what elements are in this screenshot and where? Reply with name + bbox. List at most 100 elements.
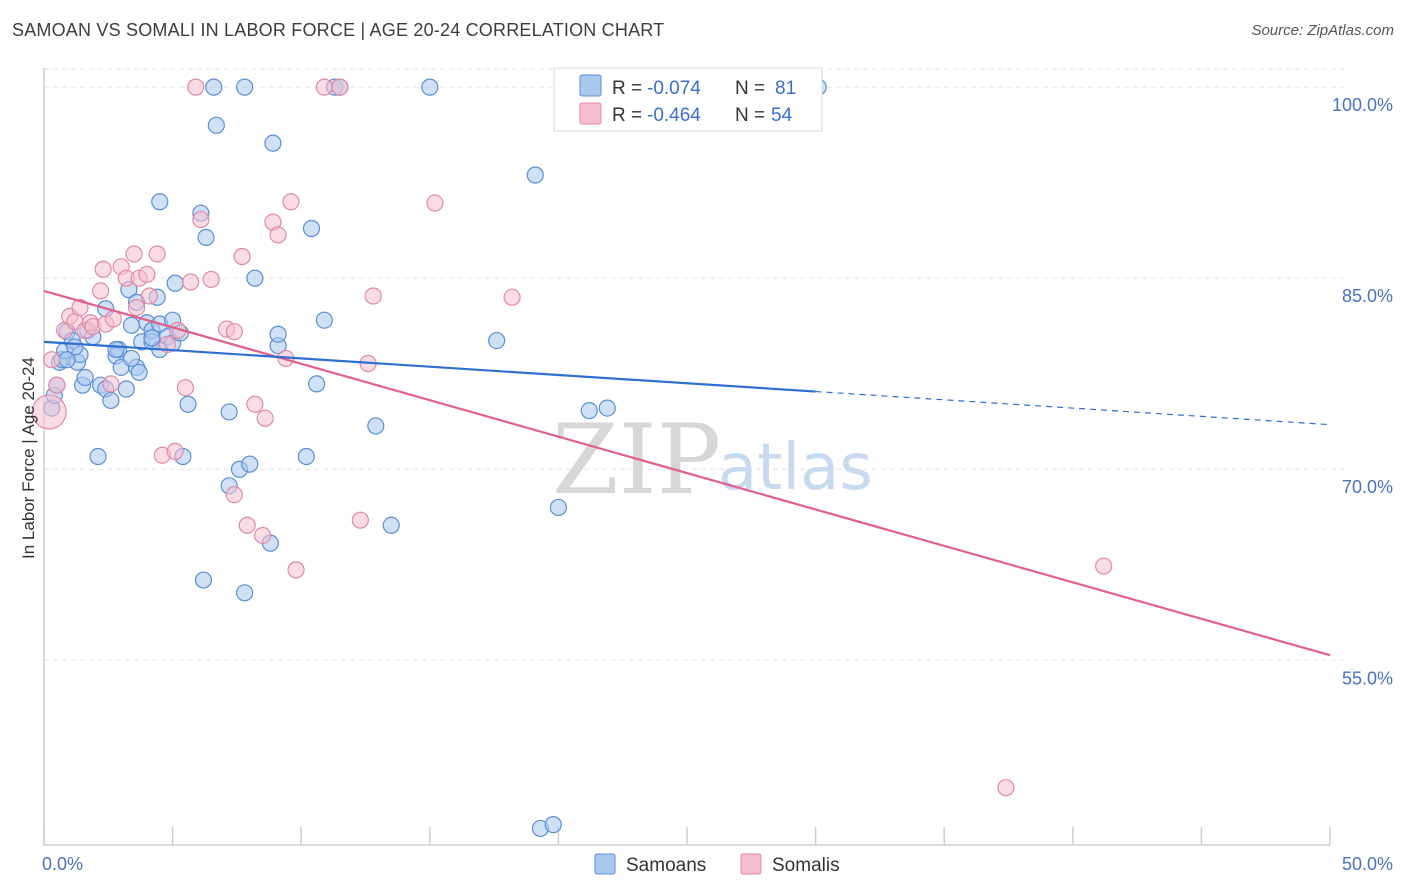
samoans-point bbox=[246, 269, 264, 287]
watermark-atlas: atlas bbox=[718, 431, 873, 505]
somalis-point bbox=[1095, 557, 1113, 575]
grid-lines bbox=[44, 68, 1344, 661]
samoans-point bbox=[76, 368, 94, 387]
legend-r-label-somalis: R = bbox=[612, 105, 647, 126]
legend-n-value-somalis: 54 bbox=[771, 105, 793, 126]
bottom-legend-label-somalis: Somalis bbox=[772, 855, 840, 876]
bottom-legend-swatch-somalis bbox=[740, 853, 762, 875]
somalis-point bbox=[166, 442, 184, 461]
legend-n-label-samoans: N = bbox=[735, 78, 770, 99]
somalis-point bbox=[125, 245, 143, 263]
somalis-point bbox=[138, 265, 156, 283]
bottom-legend-swatch-samoans bbox=[594, 853, 616, 875]
somalis-point bbox=[287, 561, 305, 579]
somalis-point bbox=[256, 409, 274, 427]
samoans-point bbox=[130, 363, 148, 382]
samoans-point bbox=[205, 78, 223, 96]
somalis-point bbox=[104, 310, 123, 328]
legend-r-label-samoans: R = bbox=[612, 78, 647, 99]
y-tick-labels: 55.0% 70.0% 85.0% 100.0% bbox=[1332, 95, 1393, 688]
samoans-point bbox=[308, 375, 326, 393]
somalis-point bbox=[225, 323, 243, 341]
legend-n-value-samoans: 81 bbox=[775, 78, 796, 99]
somalis-point bbox=[94, 260, 112, 278]
somalis-point bbox=[238, 516, 256, 534]
samoans-point bbox=[488, 331, 506, 350]
samoans-point bbox=[421, 78, 439, 96]
samoans-point bbox=[122, 349, 141, 368]
somalis-point bbox=[158, 335, 177, 354]
samoans-point bbox=[302, 219, 321, 238]
somalis-point bbox=[148, 245, 166, 263]
somalis-point bbox=[182, 273, 200, 291]
samoans-point bbox=[151, 193, 169, 211]
somalis-point bbox=[71, 298, 89, 317]
samoans-point bbox=[58, 351, 76, 369]
somalis-point bbox=[225, 486, 243, 504]
chart-source: Source: ZipAtlas.com bbox=[1251, 22, 1394, 39]
samoans-point bbox=[382, 516, 400, 534]
x-tick-label-max: 50.0% bbox=[1342, 854, 1393, 874]
somalis-point bbox=[269, 226, 287, 244]
samoans-point bbox=[315, 311, 333, 329]
watermark-zip: ZIP bbox=[552, 404, 721, 516]
somalis-trend-line bbox=[43, 289, 1331, 657]
samoans-point bbox=[166, 274, 184, 292]
y-tick-label: 55.0% bbox=[1342, 668, 1393, 688]
somalis-point bbox=[43, 351, 61, 369]
samoans-point bbox=[220, 403, 238, 421]
samoans-point bbox=[143, 329, 161, 347]
somalis-point bbox=[997, 779, 1015, 797]
watermark: ZIP atlas bbox=[552, 404, 873, 516]
somalis-point bbox=[351, 511, 369, 529]
legend-r-value-samoans: -0.074 bbox=[647, 78, 701, 99]
chart-title: SAMOAN VS SOMALI IN LABOR FORCE | AGE 20… bbox=[12, 20, 665, 40]
samoans-point bbox=[544, 816, 562, 834]
samoans-point bbox=[236, 584, 254, 602]
samoans-point bbox=[598, 399, 616, 417]
somalis-point bbox=[246, 395, 264, 413]
samoans-point bbox=[269, 325, 287, 343]
legend: R = -0.074 N = 81 R = -0.464 N = 54 bbox=[553, 67, 823, 132]
somalis-point bbox=[48, 376, 66, 394]
samoans-point bbox=[117, 380, 135, 398]
legend-swatch-somalis bbox=[579, 102, 602, 125]
somalis-point bbox=[127, 298, 146, 317]
samoans-point bbox=[102, 391, 120, 410]
samoans-point bbox=[241, 455, 259, 473]
bottom-legend-label-samoans: Samoans bbox=[626, 855, 706, 876]
samoans-point bbox=[297, 447, 315, 466]
somalis-point bbox=[331, 78, 349, 96]
somalis-point bbox=[233, 247, 251, 266]
somalis-point bbox=[91, 282, 110, 300]
x-tick-label-min: 0.0% bbox=[42, 854, 83, 874]
somalis-point bbox=[140, 287, 159, 305]
samoans-point bbox=[89, 447, 107, 466]
samoans-point bbox=[549, 498, 568, 517]
samoans-point bbox=[122, 316, 141, 334]
samoans-trend-line bbox=[43, 340, 816, 393]
samoans-point bbox=[194, 571, 213, 589]
somalis-point bbox=[426, 194, 444, 212]
samoans-trend-line-extension bbox=[815, 390, 1331, 426]
somalis-point bbox=[176, 379, 195, 397]
somalis-point bbox=[254, 526, 272, 545]
samoans-point bbox=[197, 228, 215, 247]
samoans-point bbox=[526, 166, 544, 184]
samoans-point bbox=[107, 340, 125, 359]
bottom-legend: Samoans Somalis bbox=[594, 853, 840, 876]
samoans-point bbox=[207, 116, 225, 134]
somalis-point bbox=[364, 287, 382, 305]
somalis-points bbox=[31, 78, 1113, 797]
samoans-point bbox=[367, 417, 385, 435]
somalis-point bbox=[187, 78, 205, 96]
somalis-point bbox=[102, 375, 120, 393]
somalis-point bbox=[282, 193, 300, 211]
samoans-point bbox=[580, 402, 598, 420]
y-tick-label: 70.0% bbox=[1342, 477, 1393, 497]
somalis-point bbox=[503, 288, 521, 306]
legend-swatch-samoans bbox=[579, 74, 602, 97]
y-tick-label: 85.0% bbox=[1342, 286, 1393, 306]
somalis-point bbox=[315, 78, 333, 96]
